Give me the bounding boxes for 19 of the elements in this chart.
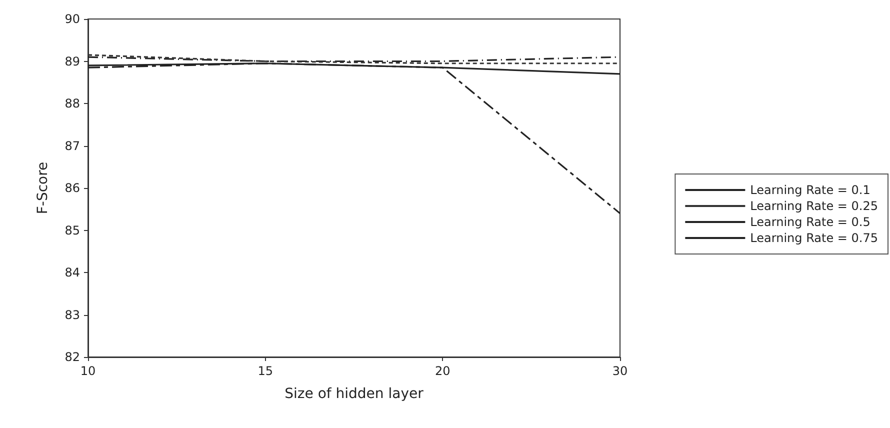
y-tick-label: 88: [64, 96, 80, 110]
x-tick-label: 20: [435, 364, 450, 378]
y-axis-title: F-Score: [35, 162, 51, 214]
y-tick-label: 90: [64, 12, 80, 26]
y-tick-label: 86: [64, 181, 80, 195]
legend-label: Learning Rate = 0.25: [750, 199, 878, 213]
y-tick-label: 83: [64, 308, 80, 322]
x-tick-label: 15: [258, 364, 273, 378]
x-tick-label: 30: [612, 364, 628, 378]
x-tick-label: 10: [80, 364, 96, 378]
legend-label: Learning Rate = 0.1: [750, 183, 870, 197]
y-tick-label: 89: [64, 54, 80, 68]
y-tick-label: 82: [64, 350, 80, 364]
y-tick-label: 84: [64, 266, 80, 280]
legend-label: Learning Rate = 0.5: [750, 215, 870, 229]
y-tick-label: 87: [64, 138, 80, 153]
x-axis-title: Size of hidden layer: [284, 386, 424, 402]
legend-label: Learning Rate = 0.75: [750, 231, 878, 245]
y-tick-label: 85: [64, 223, 80, 238]
